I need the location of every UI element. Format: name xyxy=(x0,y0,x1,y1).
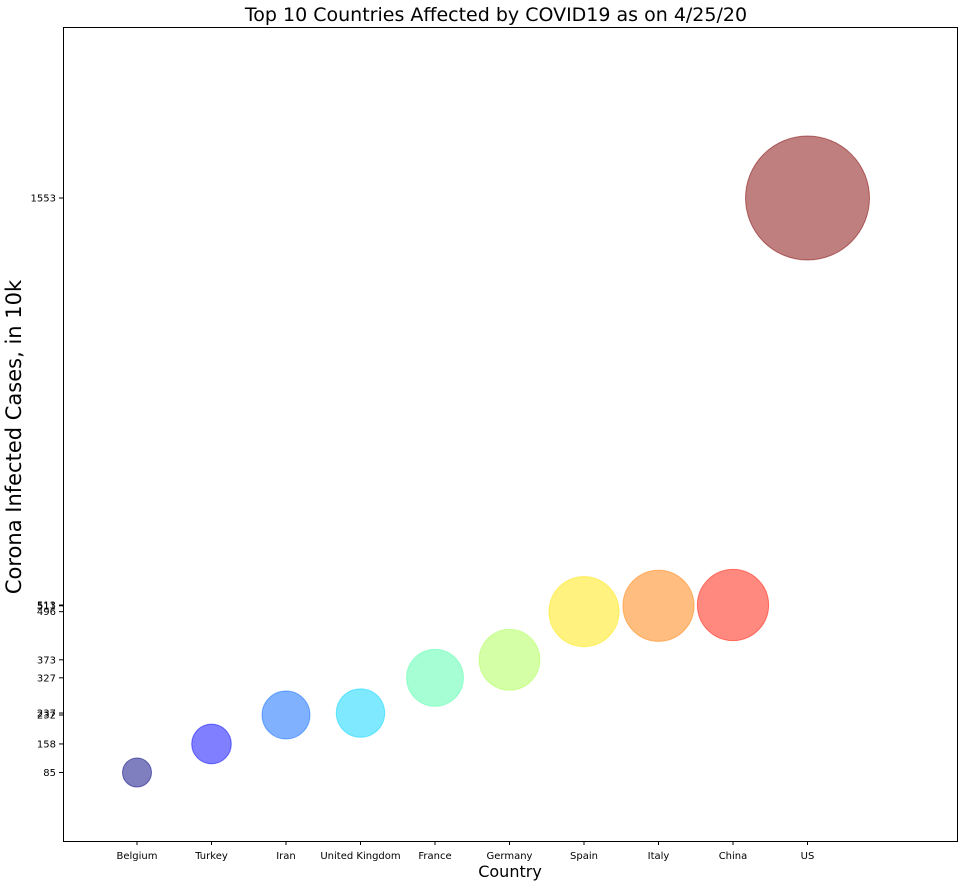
x-axis-title: Country xyxy=(478,862,542,881)
y-tick-label: 158 xyxy=(37,739,56,750)
y-tick-label: 237 xyxy=(37,709,56,720)
x-tick-label: China xyxy=(719,851,748,862)
x-tick-label: Turkey xyxy=(194,851,228,862)
y-tick-label: 511 xyxy=(37,601,56,612)
y-axis-title: Corona Infected Cases, in 10k xyxy=(2,279,26,594)
y-tick-label: 513 xyxy=(37,601,56,612)
bubble-germany xyxy=(478,628,541,691)
y-tick-label: 496 xyxy=(37,607,56,618)
x-tick-label: Germany xyxy=(487,851,533,862)
x-tick-label: Spain xyxy=(570,851,598,862)
bubble-iran xyxy=(261,690,311,740)
y-tick-label: 1553 xyxy=(31,194,56,205)
x-tick-label: Belgium xyxy=(117,851,158,862)
x-tick-label: Iran xyxy=(276,851,296,862)
bubble-turkey xyxy=(191,723,232,765)
bubble-china xyxy=(696,568,770,642)
bubble-italy xyxy=(622,569,695,642)
y-tick-label: 373 xyxy=(37,655,56,666)
bubble-united-kingdom xyxy=(335,688,386,738)
bubble-layer xyxy=(122,135,870,788)
x-tick-label: United Kingdom xyxy=(320,851,400,862)
x-tick-label: France xyxy=(418,851,451,862)
plot-frame xyxy=(63,27,958,842)
bubble-us xyxy=(745,135,870,261)
x-axis-ticks: Belgium Turkey Iran United Kingdom France Ger… xyxy=(117,841,815,862)
x-tick-label: US xyxy=(801,851,815,862)
bubble-spain xyxy=(548,576,620,648)
chart-title: Top 10 Countries Affected by COVID19 as … xyxy=(244,4,747,26)
y-tick-label: 232 xyxy=(37,710,56,721)
y-tick-label: 85 xyxy=(43,768,56,779)
bubble-belgium xyxy=(122,757,152,788)
bubble-france xyxy=(406,648,464,707)
x-tick-label: Italy xyxy=(648,851,670,862)
y-tick-label: 327 xyxy=(37,673,56,684)
